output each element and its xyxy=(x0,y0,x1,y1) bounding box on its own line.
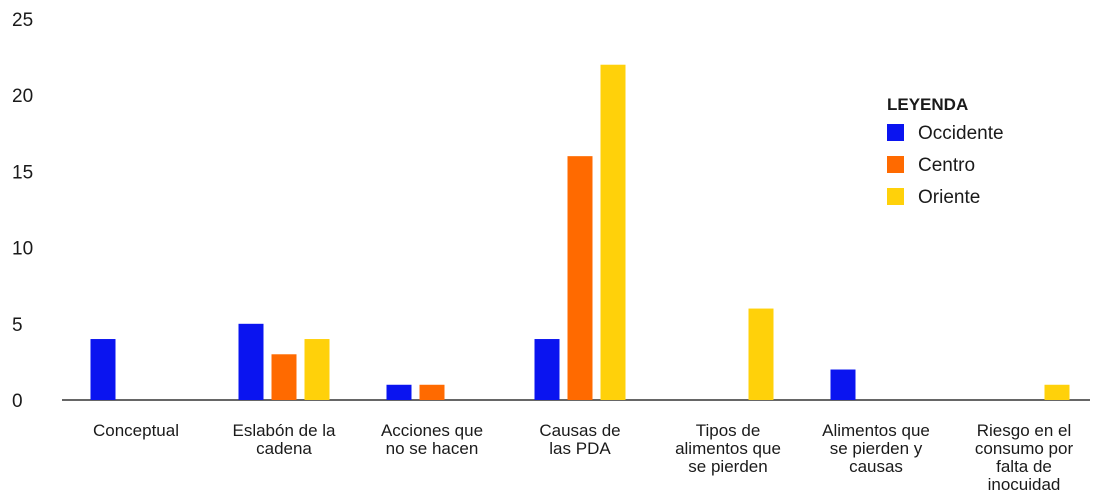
bar-centro xyxy=(271,354,297,400)
y-tick-label: 25 xyxy=(12,10,33,31)
bar-oriente xyxy=(748,308,774,400)
bar-occidente xyxy=(90,339,116,400)
bar-centro xyxy=(567,156,593,400)
legend-swatch-occidente xyxy=(887,124,904,141)
bar-occidente xyxy=(534,339,560,400)
bar-oriente xyxy=(304,339,330,400)
legend-label-centro: Centro xyxy=(918,155,975,176)
legend: LEYENDA Occidente Centro Oriente xyxy=(887,95,1004,208)
legend-label-occidente: Occidente xyxy=(918,123,1004,144)
bars-group xyxy=(90,64,1070,400)
category-labels: Conceptual Eslabón de la cadena Acciones qu… xyxy=(93,421,1073,494)
bar-oriente xyxy=(600,64,626,400)
bar-occidente xyxy=(830,369,856,400)
legend-label-oriente: Oriente xyxy=(918,187,980,208)
y-tick-label: 20 xyxy=(12,86,33,107)
bar-centro xyxy=(419,384,445,400)
category-label: Riesgo en el consumo por falta de inocuidad xyxy=(975,421,1074,494)
bar-oriente xyxy=(1044,384,1070,400)
y-tick-label: 5 xyxy=(12,315,23,336)
category-label: Eslabón de la cadena xyxy=(232,421,336,458)
category-label: Tipos de alimentos que se pierden xyxy=(675,421,781,476)
y-axis-tick-labels: 0 5 10 15 20 25 xyxy=(12,10,33,412)
legend-title: LEYENDA xyxy=(887,95,968,114)
category-label: Conceptual xyxy=(93,421,179,440)
bar-occidente xyxy=(238,323,264,400)
legend-swatch-oriente xyxy=(887,188,904,205)
y-tick-label: 10 xyxy=(12,239,33,260)
y-tick-label: 15 xyxy=(12,162,33,183)
category-label: Causas de las PDA xyxy=(539,421,620,458)
y-tick-label: 0 xyxy=(12,391,23,412)
legend-swatch-centro xyxy=(887,156,904,173)
bar-occidente xyxy=(386,384,412,400)
category-label: Acciones que no se hacen xyxy=(381,421,483,458)
category-label: Alimentos que se pierden y causas xyxy=(822,421,930,476)
